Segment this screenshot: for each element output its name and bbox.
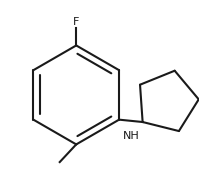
Text: F: F [73, 17, 79, 27]
Text: NH: NH [122, 131, 139, 141]
